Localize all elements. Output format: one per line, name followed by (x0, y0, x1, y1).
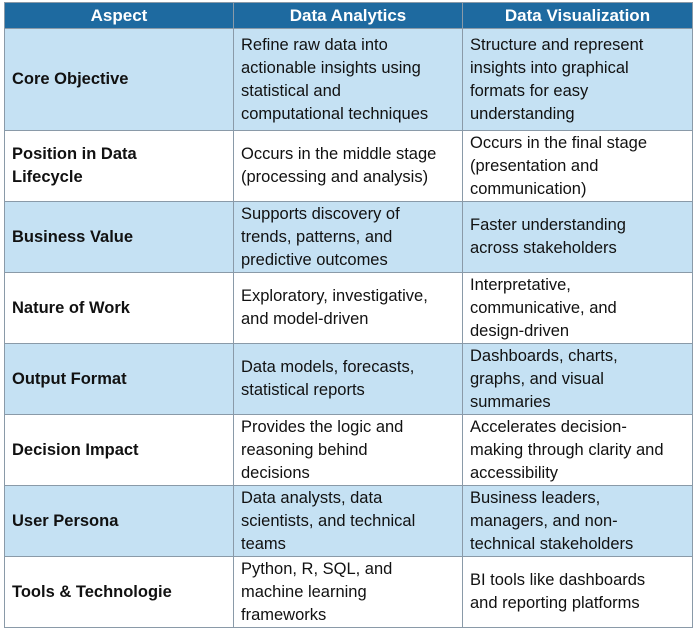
table-row: Core Objective Refine raw data into acti… (4, 28, 693, 131)
visualization-cell: Dashboards, charts, graphs, and visual s… (462, 343, 693, 415)
aspect-cell: Core Objective (4, 28, 234, 131)
table-row: Business Value Supports discovery of tre… (4, 201, 693, 273)
header-data-analytics: Data Analytics (233, 2, 463, 29)
comparison-table: Aspect Data Analytics Data Visualization… (4, 2, 693, 628)
visualization-cell: Interpretative, communicative, and desig… (462, 272, 693, 344)
visualization-cell: Structure and represent insights into gr… (462, 28, 693, 131)
analytics-cell: Provides the logic and reasoning behind … (233, 414, 463, 486)
table-row: Decision Impact Provides the logic and r… (4, 414, 693, 486)
table-row: Position in Data Lifecycle Occurs in the… (4, 130, 693, 202)
table-row: Nature of Work Exploratory, investigativ… (4, 272, 693, 344)
analytics-cell: Data models, forecasts, statistical repo… (233, 343, 463, 415)
aspect-cell: Nature of Work (4, 272, 234, 344)
analytics-cell: Data analysts, data scientists, and tech… (233, 485, 463, 557)
header-aspect: Aspect (4, 2, 234, 29)
aspect-cell: Business Value (4, 201, 234, 273)
table-row: Tools & Technologie Python, R, SQL, and … (4, 556, 693, 628)
visualization-cell: BI tools like dashboards and reporting p… (462, 556, 693, 628)
visualization-cell: Business leaders, managers, and non- tec… (462, 485, 693, 557)
table-row: Output Format Data models, forecasts, st… (4, 343, 693, 415)
visualization-cell: Occurs in the final stage (presentation … (462, 130, 693, 202)
aspect-cell: Output Format (4, 343, 234, 415)
aspect-cell: Position in Data Lifecycle (4, 130, 234, 202)
analytics-cell: Exploratory, investigative, and model-dr… (233, 272, 463, 344)
analytics-cell: Python, R, SQL, and machine learning fra… (233, 556, 463, 628)
header-row: Aspect Data Analytics Data Visualization (4, 2, 693, 29)
aspect-cell: User Persona (4, 485, 234, 557)
aspect-cell: Decision Impact (4, 414, 234, 486)
header-data-visualization: Data Visualization (462, 2, 693, 29)
analytics-cell: Occurs in the middle stage (processing a… (233, 130, 463, 202)
table-row: User Persona Data analysts, data scienti… (4, 485, 693, 557)
analytics-cell: Supports discovery of trends, patterns, … (233, 201, 463, 273)
aspect-cell: Tools & Technologie (4, 556, 234, 628)
analytics-cell: Refine raw data into actionable insights… (233, 28, 463, 131)
visualization-cell: Accelerates decision- making through cla… (462, 414, 693, 486)
visualization-cell: Faster understanding across stakeholders (462, 201, 693, 273)
